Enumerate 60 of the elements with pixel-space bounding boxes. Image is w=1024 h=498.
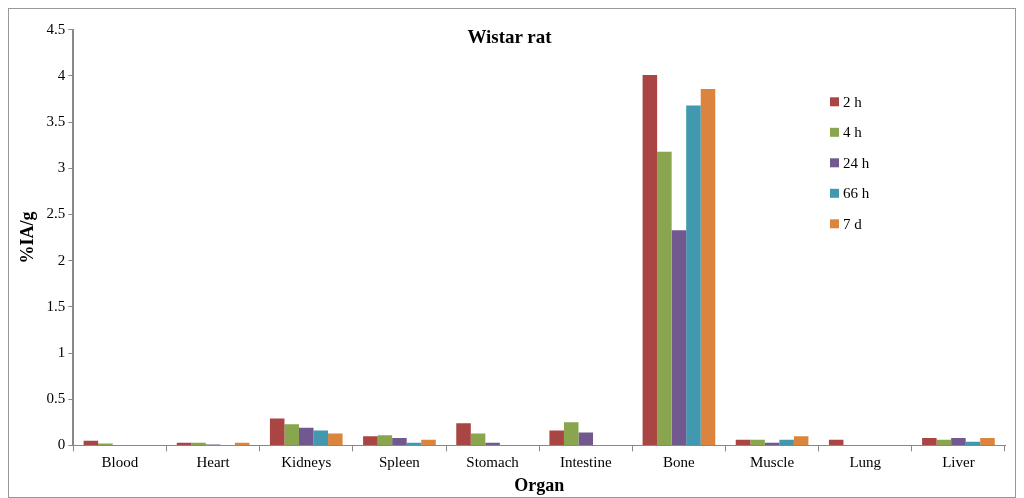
x-tick-label: Blood: [101, 454, 139, 471]
x-tick-label: Spleen: [379, 454, 421, 471]
bar: [269, 418, 285, 445]
y-tick-label: 2: [57, 251, 66, 268]
bar: [563, 422, 579, 445]
y-tick-label: 4.5: [46, 20, 66, 37]
x-tick-label: Liver: [942, 454, 975, 471]
bar: [642, 75, 658, 445]
bar: [191, 442, 206, 445]
x-tick-label: Intestine: [559, 454, 612, 471]
legend-label: 7 d: [843, 215, 863, 232]
bar: [549, 430, 564, 445]
bar: [779, 439, 794, 445]
x-tick-label: Heart: [196, 454, 231, 471]
y-tick-label: 1.5: [46, 297, 66, 314]
y-tick-label: 0: [57, 436, 66, 453]
y-tick-label: 1: [57, 343, 66, 360]
y-tick-label: 4: [57, 66, 66, 83]
bar: [377, 435, 393, 445]
bar: [951, 438, 966, 445]
bar: [793, 436, 809, 445]
y-tick-label: 0.5: [46, 390, 66, 407]
bar: [470, 433, 486, 445]
bar: [363, 436, 378, 445]
bar: [83, 440, 99, 445]
bar: [922, 438, 937, 445]
bar: [936, 439, 952, 445]
bar: [750, 439, 765, 445]
y-axis-title: %IA/g: [17, 211, 38, 264]
x-tick-label: Muscle: [750, 454, 795, 471]
bar: [456, 423, 471, 445]
bar: [392, 438, 407, 445]
bar: [828, 439, 844, 445]
x-tick-label: Kidneys: [281, 454, 332, 471]
y-tick-label: 2.5: [46, 205, 66, 222]
bar: [284, 424, 299, 445]
y-tick-label: 3.5: [46, 113, 66, 130]
bar: [686, 105, 701, 445]
bar: [700, 88, 716, 445]
x-tick-label: Stomach: [466, 454, 520, 471]
legend-label: 24 h: [843, 154, 870, 171]
chart-title: Wistar rat: [467, 26, 553, 48]
x-tick-label: Lung: [849, 454, 882, 471]
bar: [965, 441, 981, 445]
bar: [299, 427, 314, 445]
x-axis-title: Organ: [514, 474, 565, 495]
bar: [328, 433, 343, 445]
bar: [980, 438, 995, 445]
bar: [313, 430, 329, 445]
legend-label: 4 h: [843, 124, 863, 141]
bar: [657, 151, 672, 445]
legend-label: 66 h: [843, 185, 870, 202]
bar: [485, 442, 500, 445]
bar: [421, 439, 436, 445]
bar: [735, 439, 751, 445]
bar: [671, 230, 687, 445]
x-tick-label: Bone: [663, 454, 696, 471]
y-tick-label: 3: [57, 159, 66, 176]
legend-label: 2 h: [843, 93, 863, 110]
bar: [578, 432, 594, 445]
